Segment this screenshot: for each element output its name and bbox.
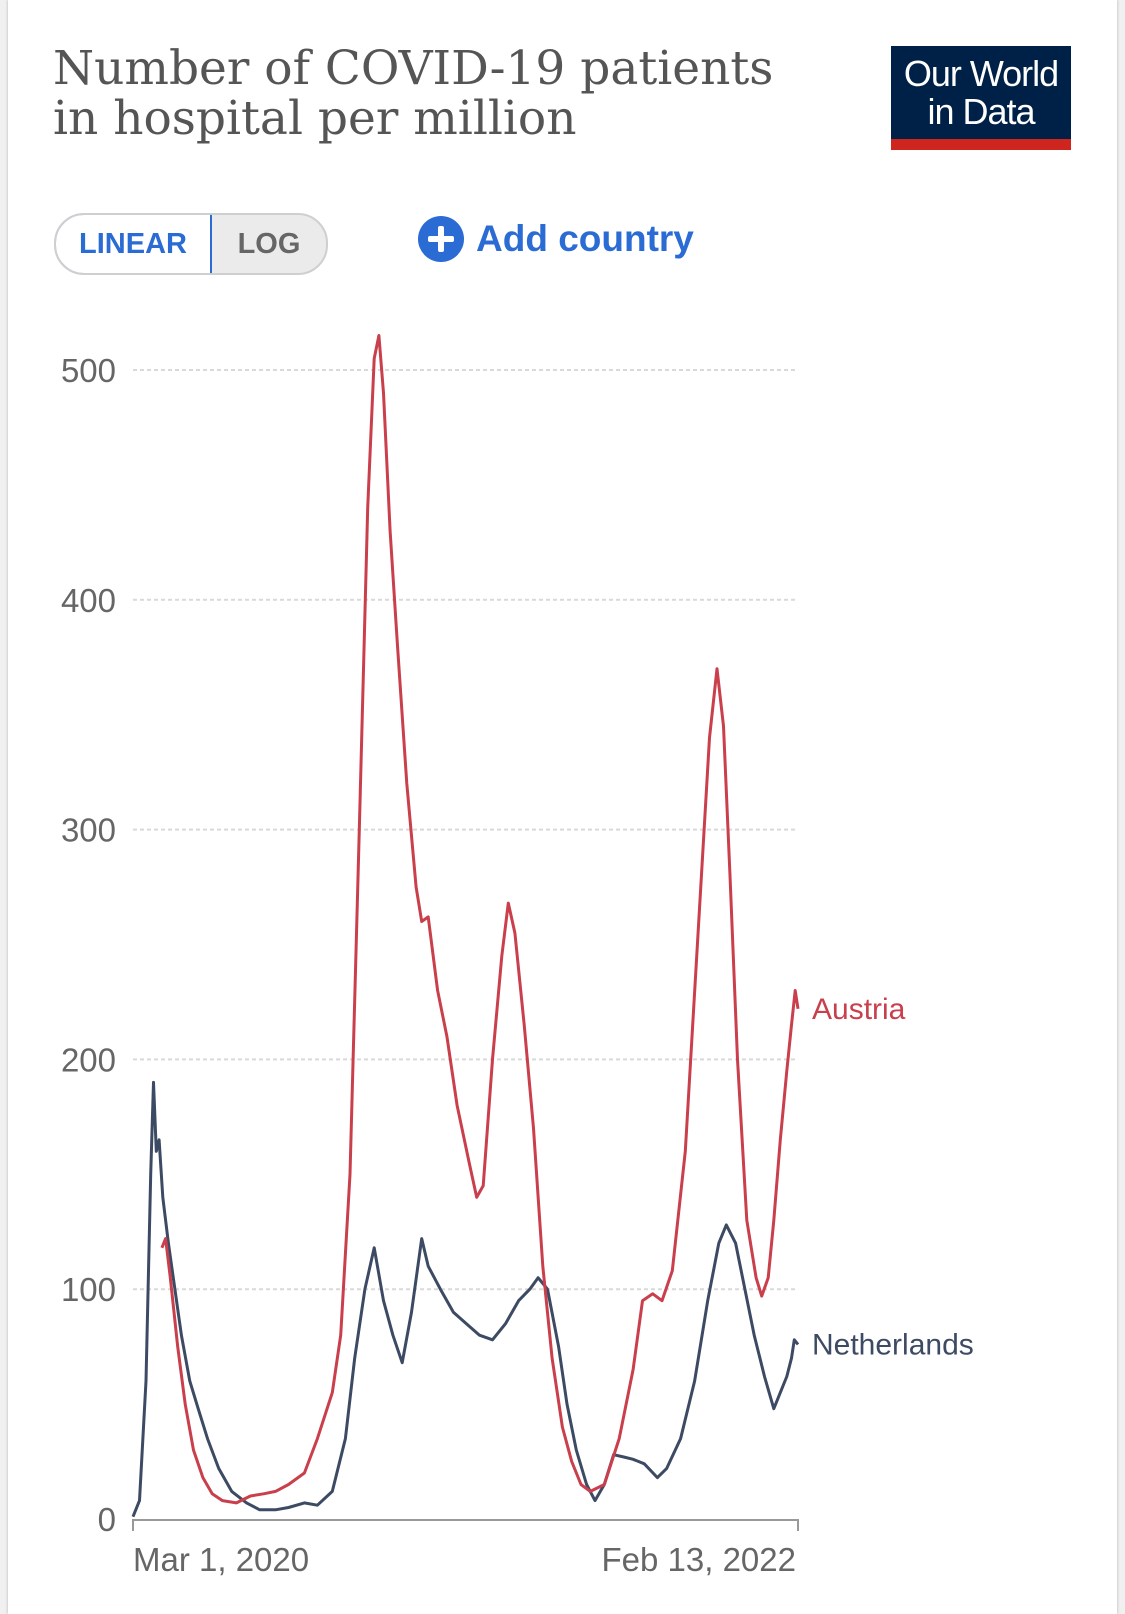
y-axis: 0 100 200 300 400 500 [61, 352, 116, 1538]
series-label-austria: Austria [812, 993, 906, 1026]
series-lines [131, 334, 800, 1518]
chart-card: Number of COVID-19 patients in hospital … [8, 0, 1117, 1614]
logo-line-2: in Data [927, 90, 1035, 132]
x-tick-label-start: Mar 1, 2020 [133, 1541, 309, 1578]
series-label-netherlands: Netherlands [812, 1328, 974, 1361]
y-tick-label-0: 0 [98, 1501, 116, 1538]
x-tick-label-end: Feb 13, 2022 [602, 1541, 797, 1578]
chart-title: Number of COVID-19 patients in hospital … [53, 41, 774, 146]
log-scale-button[interactable]: LOG [237, 227, 301, 260]
y-tick-label-500: 500 [61, 352, 116, 389]
series-line-austria [160, 334, 800, 1505]
scale-toggle: LINEAR LOG [54, 213, 328, 275]
add-country-button[interactable]: Add country [418, 214, 694, 264]
plus-circle-icon [418, 216, 464, 262]
add-country-label: Add country [476, 218, 694, 259]
owid-logo[interactable]: Our World in Data [891, 46, 1071, 150]
y-tick-label-400: 400 [61, 582, 116, 619]
x-axis: Mar 1, 2020 Feb 13, 2022 [132, 1519, 799, 1578]
logo-line-1: Our World [903, 52, 1059, 94]
y-tick-label-100: 100 [61, 1271, 116, 1308]
y-tick-label-200: 200 [61, 1041, 116, 1078]
series-line-netherlands [131, 1080, 800, 1518]
grid-lines [133, 369, 798, 1291]
linear-scale-button[interactable]: LINEAR [56, 215, 212, 273]
y-tick-label-300: 300 [61, 812, 116, 849]
series-labels: Netherlands Austria [812, 993, 974, 1362]
